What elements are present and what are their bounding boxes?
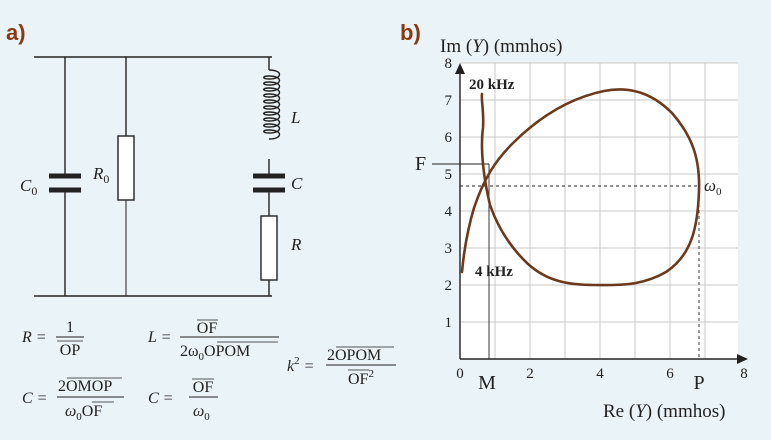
formula-k: k2 = 2OPOM OF2 bbox=[287, 346, 396, 388]
y-axis-arrow bbox=[455, 63, 465, 74]
component-labels: C0 R0 L C R bbox=[20, 108, 303, 254]
x-tick-8: 8 bbox=[740, 366, 748, 382]
y-tick-4: 4 bbox=[445, 204, 453, 220]
y-tick-labels: 1 2 3 4 5 6 7 8 bbox=[445, 56, 453, 331]
omega0-label: ω0 bbox=[704, 176, 722, 198]
formula-l: L = OF 2ω0OPOM bbox=[147, 319, 279, 363]
formula-l-numerator: OF bbox=[197, 320, 218, 337]
x-axis-title: Re (Y) (mmhos) bbox=[603, 401, 725, 422]
formulas: R = 1 OP L = OF 2ω0OPOM k2 = 2OPOM bbox=[21, 319, 396, 423]
r0-label: R0 bbox=[92, 164, 109, 186]
point-m-label: M bbox=[478, 372, 496, 394]
point-labels: F M P ω0 bbox=[415, 153, 722, 394]
formula-c2-denominator: ω0 bbox=[193, 403, 210, 423]
circuit-diagram bbox=[34, 56, 285, 297]
inductor-coil bbox=[263, 69, 281, 140]
annotation-4khz: 4 kHz bbox=[475, 264, 513, 280]
formula-c-lhs: C = bbox=[22, 390, 47, 407]
formula-r-lhs: R = bbox=[21, 329, 47, 346]
formula-k-denominator: OF2 bbox=[348, 368, 374, 388]
y-tick-6: 6 bbox=[445, 130, 453, 146]
axes bbox=[455, 63, 748, 364]
r-label: R bbox=[290, 235, 302, 254]
panel-b-label: b) bbox=[400, 20, 421, 45]
r-resistor bbox=[260, 215, 278, 281]
y-tick-8: 8 bbox=[445, 56, 453, 72]
panel-a: a) C0 R0 L bbox=[6, 20, 396, 423]
formula-k-numerator: 2OPOM bbox=[327, 347, 381, 364]
formula-r: R = 1 OP bbox=[21, 319, 84, 359]
y-tick-1: 1 bbox=[445, 315, 453, 331]
l-label: L bbox=[290, 108, 300, 127]
formula-c2-numerator: OF bbox=[193, 379, 214, 396]
formula-k-lhs: k2 = bbox=[287, 355, 314, 375]
formula-l-denominator: 2ω0OPOM bbox=[180, 343, 250, 363]
formula-c-numerator: 2OMOP bbox=[58, 378, 112, 395]
formula-c2-lhs: C = bbox=[148, 390, 173, 407]
admittance-locus-curve bbox=[460, 88, 701, 287]
c0-label: C0 bbox=[20, 176, 37, 198]
formula-l-lhs: L = bbox=[147, 329, 171, 346]
formula-c-denominator: ω0OF bbox=[65, 403, 102, 423]
formula-c2: C = OF ω0 bbox=[148, 378, 218, 423]
x-tick-labels: 0 2 4 6 8 bbox=[456, 366, 748, 382]
panel-b: b) Im (Y) (mmhos) bbox=[400, 20, 748, 422]
x-tick-0: 0 bbox=[456, 366, 464, 382]
x-tick-4: 4 bbox=[596, 366, 604, 382]
frequency-annotations: 20 kHz 4 kHz bbox=[469, 77, 515, 280]
y-tick-5: 5 bbox=[445, 167, 453, 183]
x-tick-2: 2 bbox=[526, 366, 534, 382]
formula-r-denominator: OP bbox=[60, 342, 81, 359]
formula-c: C = 2OMOP ω0OF bbox=[22, 377, 124, 423]
annotation-20khz: 20 kHz bbox=[469, 77, 515, 93]
point-p-label: P bbox=[693, 372, 704, 394]
formula-r-numerator: 1 bbox=[66, 319, 74, 336]
grid bbox=[460, 62, 738, 359]
y-tick-3: 3 bbox=[445, 241, 453, 257]
y-axis-title: Im (Y) (mmhos) bbox=[440, 36, 562, 57]
c-label: C bbox=[291, 174, 303, 193]
r0-resistor bbox=[117, 135, 135, 201]
x-tick-6: 6 bbox=[666, 366, 674, 382]
y-tick-2: 2 bbox=[445, 278, 453, 294]
y-tick-7: 7 bbox=[445, 93, 453, 109]
x-axis-arrow bbox=[737, 354, 748, 364]
panel-a-label: a) bbox=[6, 20, 26, 45]
point-f-label: F bbox=[415, 153, 426, 175]
